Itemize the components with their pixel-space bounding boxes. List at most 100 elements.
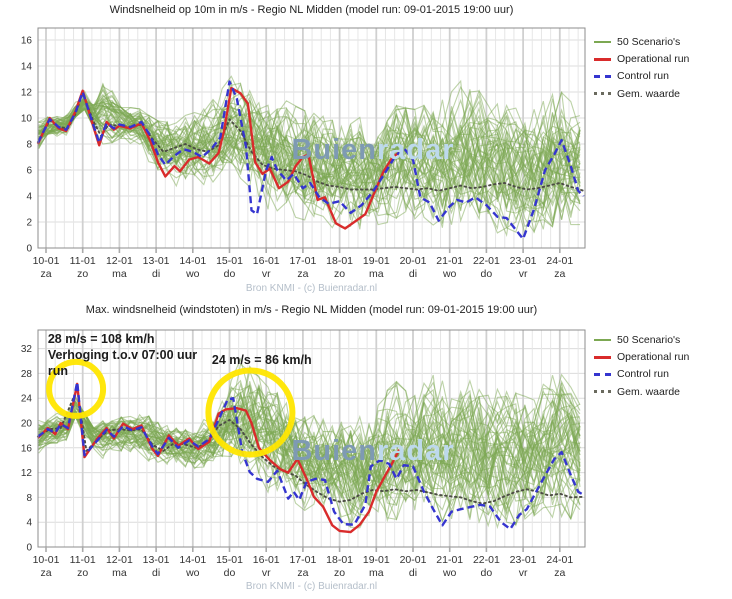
scenario-line-swatch-icon [594, 338, 611, 341]
legend-item-operational: Operational run [594, 50, 729, 67]
watermark-text-buien: Buien [291, 134, 377, 166]
legend-label: Gem. waarde [617, 87, 681, 100]
svg-text:12: 12 [21, 468, 33, 479]
svg-text:11-01: 11-01 [70, 255, 96, 267]
svg-text:12-01: 12-01 [106, 554, 133, 566]
legend-item-scenarios: 50 Scenario's [594, 33, 729, 50]
svg-text:15-01: 15-01 [216, 554, 243, 566]
legend-label: Operational run [617, 351, 690, 364]
svg-text:ma: ma [369, 567, 384, 579]
legend-label: 50 Scenario's [617, 333, 681, 346]
legend-item-control: Control run [594, 366, 729, 383]
svg-text:24: 24 [21, 394, 33, 405]
svg-text:16-01: 16-01 [253, 255, 280, 267]
svg-text:do: do [481, 268, 493, 280]
svg-text:zo: zo [334, 268, 345, 280]
control-line-swatch-icon [594, 372, 611, 376]
legend-label: Operational run [617, 53, 690, 66]
svg-text:di: di [152, 567, 160, 579]
source-credit-top: Bron KNMI - (c) Buienradar.nl [245, 283, 378, 294]
svg-text:ma: ma [369, 268, 384, 280]
svg-text:17-01: 17-01 [289, 255, 316, 267]
svg-text:di: di [152, 268, 160, 280]
svg-text:wo: wo [442, 567, 457, 579]
annotation-28ms-note: 28 m/s = 108 km/h Verhoging t.o.v 07:00 … [48, 331, 197, 379]
svg-text:32: 32 [21, 344, 33, 355]
scenario-line-swatch-icon [594, 40, 611, 43]
svg-text:19-01: 19-01 [363, 554, 390, 566]
svg-text:14-01: 14-01 [179, 255, 206, 267]
svg-text:vr: vr [519, 268, 528, 280]
mean-line-swatch-icon [594, 92, 611, 96]
svg-text:wo: wo [185, 567, 200, 579]
legend-label: Gem. waarde [617, 385, 681, 398]
svg-text:za: za [554, 567, 565, 579]
svg-text:di: di [409, 567, 417, 579]
svg-text:0: 0 [26, 244, 32, 255]
svg-text:23-01: 23-01 [510, 554, 537, 566]
svg-text:22-01: 22-01 [473, 255, 500, 267]
svg-text:12: 12 [21, 88, 33, 99]
svg-text:10-01: 10-01 [33, 255, 60, 267]
svg-text:zo: zo [77, 268, 88, 280]
svg-text:0: 0 [26, 543, 32, 554]
svg-text:10: 10 [21, 114, 33, 125]
watermark-top: Buienradar [232, 135, 514, 165]
svg-text:4: 4 [26, 192, 32, 203]
svg-text:11-01: 11-01 [70, 554, 96, 566]
svg-text:22-01: 22-01 [473, 554, 500, 566]
control-line-swatch-icon [594, 74, 611, 78]
annotation-24ms-note: 24 m/s = 86 km/h [212, 352, 312, 368]
svg-text:23-01: 23-01 [510, 255, 537, 267]
svg-text:21-01: 21-01 [436, 554, 463, 566]
svg-text:za: za [297, 268, 308, 280]
svg-text:za: za [40, 567, 51, 579]
svg-text:14: 14 [21, 62, 33, 73]
svg-text:24-01: 24-01 [546, 554, 573, 566]
legend-item-mean: Gem. waarde [594, 85, 729, 102]
svg-text:17-01: 17-01 [289, 554, 316, 566]
svg-text:18-01: 18-01 [326, 554, 353, 566]
svg-text:za: za [297, 567, 308, 579]
svg-text:zo: zo [77, 567, 88, 579]
legend-item-mean: Gem. waarde [594, 383, 729, 400]
legend-label: 50 Scenario's [617, 35, 681, 48]
legend-item-operational: Operational run [594, 348, 729, 365]
svg-text:15-01: 15-01 [216, 255, 243, 267]
watermark-text-radar: radar [377, 435, 455, 467]
annotation-line: 28 m/s = 108 km/h [47, 332, 155, 347]
svg-text:28: 28 [21, 369, 33, 380]
svg-text:do: do [481, 567, 493, 579]
legend-label: Control run [617, 368, 669, 381]
watermark-bottom: Buienradar [232, 436, 514, 466]
svg-text:13-01: 13-01 [143, 255, 170, 267]
svg-text:21-01: 21-01 [436, 255, 463, 267]
legend-windspeed: 50 Scenario's Operational run Control ru… [594, 33, 729, 103]
annotation-line: Verhoging t.o.v 07:00 uur [47, 348, 198, 363]
svg-text:vr: vr [262, 268, 271, 280]
legend-item-control: Control run [594, 68, 729, 85]
watermark-text-radar: radar [377, 134, 455, 166]
svg-text:8: 8 [26, 140, 32, 151]
svg-text:8: 8 [26, 493, 32, 504]
watermark-text-buien: Buien [291, 435, 377, 467]
svg-text:zo: zo [334, 567, 345, 579]
svg-text:do: do [224, 567, 236, 579]
svg-text:13-01: 13-01 [143, 554, 170, 566]
svg-text:ma: ma [112, 567, 127, 579]
svg-text:24-01: 24-01 [546, 255, 573, 267]
chart-title-windspeed: Windsnelheid op 10m in m/s - Regio NL Mi… [109, 4, 514, 16]
svg-text:ma: ma [112, 268, 127, 280]
svg-text:20: 20 [21, 419, 33, 430]
svg-text:di: di [409, 268, 417, 280]
svg-text:16-01: 16-01 [253, 554, 280, 566]
svg-text:10-01: 10-01 [33, 554, 60, 566]
source-credit-bottom: Bron KNMI - (c) Buienradar.nl [245, 581, 378, 592]
svg-text:18-01: 18-01 [326, 255, 353, 267]
svg-text:vr: vr [262, 567, 271, 579]
svg-text:2: 2 [26, 218, 32, 229]
svg-text:6: 6 [26, 166, 32, 177]
svg-text:19-01: 19-01 [363, 255, 390, 267]
